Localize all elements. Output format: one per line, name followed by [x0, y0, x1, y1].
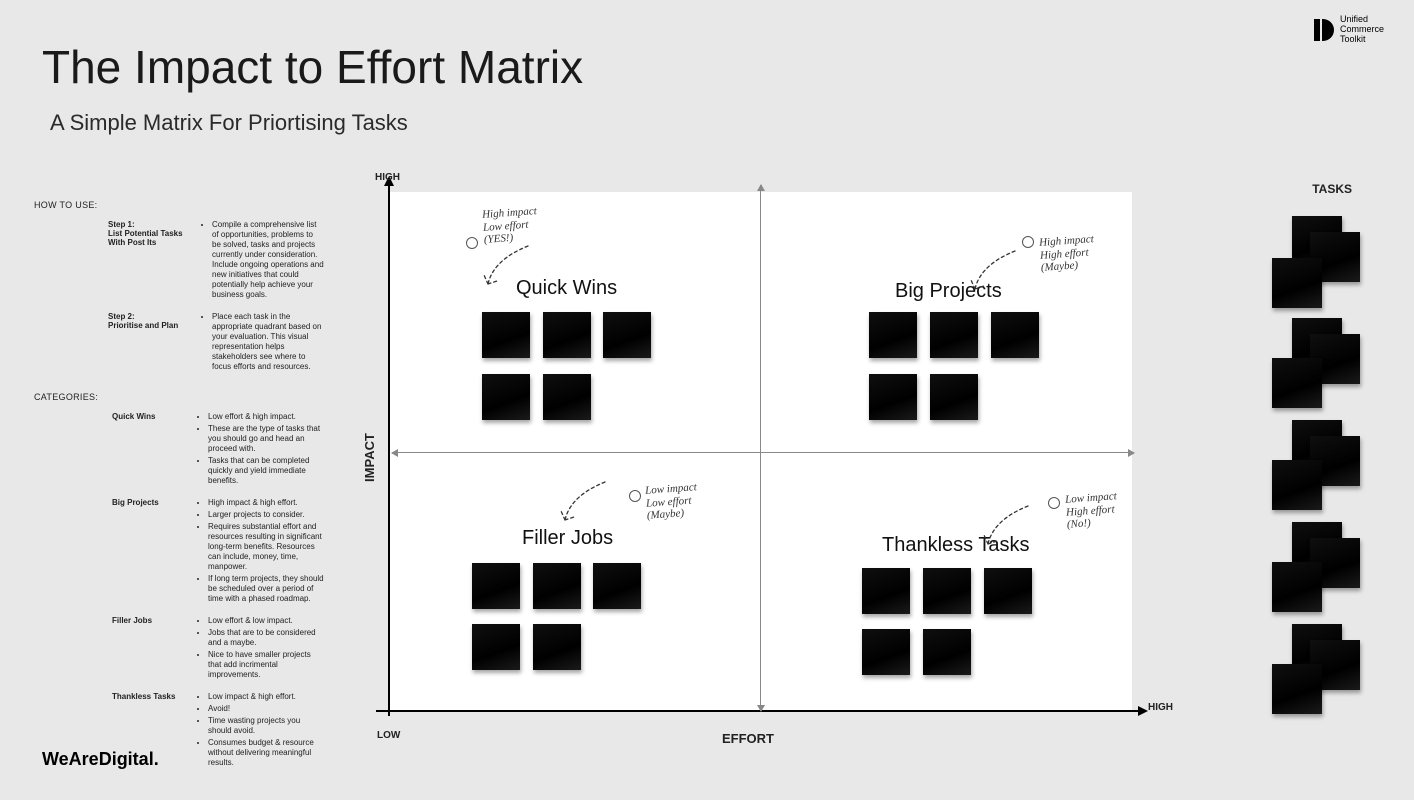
step-bullet: Compile a comprehensive list of opportun…: [212, 220, 324, 300]
y-axis-title: IMPACT: [362, 433, 377, 482]
page-title: The Impact to Effort Matrix: [42, 40, 583, 94]
category-label: Big Projects: [34, 498, 184, 606]
category-bullet: Tasks that can be completed quickly and …: [208, 456, 324, 486]
category-row: Quick Wins Low effort & high impact. These…: [34, 412, 324, 488]
postit-note[interactable]: [862, 629, 910, 675]
quadrant-title-q4: Thankless Tasks: [882, 534, 1029, 557]
quadrant-annotation-q2: High impactHigh effort(Maybe): [1039, 233, 1096, 275]
postit-note[interactable]: [472, 563, 520, 609]
postit-note[interactable]: [593, 563, 641, 609]
uct-logo-icon: [1314, 19, 1334, 41]
task-postit[interactable]: [1272, 460, 1322, 510]
category-bullets: Low effort & high impact. These are the t…: [196, 412, 324, 488]
brand-wearedigital: WeAreDigital.: [42, 749, 159, 770]
postit-note[interactable]: [862, 568, 910, 614]
category-bullet: Low effort & high impact.: [208, 412, 324, 422]
howto-heading: HOW TO USE:: [34, 200, 324, 210]
y-axis: [388, 178, 390, 716]
postit-note[interactable]: [930, 374, 978, 420]
postit-note[interactable]: [472, 624, 520, 670]
postit-note[interactable]: [923, 568, 971, 614]
y-axis-high-label: HIGH: [375, 172, 400, 183]
step-bullet: Place each task in the appropriate quadr…: [212, 312, 324, 372]
postit-note[interactable]: [869, 374, 917, 420]
x-axis-high-label: HIGH: [1148, 702, 1173, 713]
postit-note[interactable]: [533, 563, 581, 609]
category-bullet: These are the type of tasks that you sho…: [208, 424, 324, 454]
postit-note[interactable]: [923, 629, 971, 675]
category-bullet: Larger projects to consider.: [208, 510, 324, 520]
postit-note[interactable]: [869, 312, 917, 358]
vertical-divider: [760, 185, 761, 711]
quadrant-title-q1: Quick Wins: [516, 277, 617, 300]
step-bullets: Place each task in the appropriate quadr…: [200, 312, 324, 374]
quadrant-annotation-q4: Low impactHigh effort(No!): [1065, 490, 1119, 531]
category-bullet: High impact & high effort.: [208, 498, 324, 508]
category-bullet: Consumes budget & resource without deliv…: [208, 738, 324, 768]
category-row: Big Projects High impact & high effort. La…: [34, 498, 324, 606]
category-bullet: Requires substantial effort and resource…: [208, 522, 324, 572]
task-postit[interactable]: [1272, 358, 1322, 408]
quadrant-annotation-q3: Low impactLow effort(Maybe): [645, 481, 699, 522]
postit-note[interactable]: [930, 312, 978, 358]
category-bullet: Low effort & low impact.: [208, 616, 324, 626]
category-row: Filler Jobs Low effort & low impact. Jobs …: [34, 616, 324, 682]
step-label: Step 2:Prioritise and Plan: [34, 312, 188, 374]
categories-heading: CATEGORIES:: [34, 392, 324, 402]
tasks-heading: TASKS: [1312, 182, 1352, 196]
quadrant-title-q3: Filler Jobs: [522, 527, 613, 550]
postit-note[interactable]: [991, 312, 1039, 358]
brand-line3: Toolkit: [1340, 35, 1384, 45]
category-bullet: Avoid!: [208, 704, 324, 714]
task-postit[interactable]: [1272, 258, 1322, 308]
step-bullets: Compile a comprehensive list of opportun…: [200, 220, 324, 302]
category-bullets: High impact & high effort. Larger project…: [196, 498, 324, 606]
category-label: Filler Jobs: [34, 616, 184, 682]
postit-note[interactable]: [533, 624, 581, 670]
task-postit[interactable]: [1272, 664, 1322, 714]
postit-note[interactable]: [603, 312, 651, 358]
face-icon: [1022, 236, 1034, 248]
y-axis-low-label: LOW: [377, 730, 400, 741]
face-icon: [629, 490, 641, 502]
step-row: Step 1:List Potential Tasks With Post It…: [34, 220, 324, 302]
instructions-panel: HOW TO USE: Step 1:List Potential Tasks …: [34, 200, 324, 780]
horizontal-divider: [392, 452, 1134, 453]
face-icon: [1048, 497, 1060, 509]
category-label: Quick Wins: [34, 412, 184, 488]
category-bullet: Jobs that are to be considered and a may…: [208, 628, 324, 648]
brand-unified-commerce-toolkit: Unified Commerce Toolkit: [1314, 15, 1384, 45]
face-icon: [466, 237, 478, 249]
task-postit[interactable]: [1272, 562, 1322, 612]
postit-note[interactable]: [482, 374, 530, 420]
category-bullet: If long term projects, they should be sc…: [208, 574, 324, 604]
category-bullets: Low impact & high effort. Avoid! Time wast…: [196, 692, 324, 770]
category-bullets: Low effort & low impact. Jobs that are to…: [196, 616, 324, 682]
postit-note[interactable]: [482, 312, 530, 358]
step-row: Step 2:Prioritise and Plan Place each tas…: [34, 312, 324, 374]
category-bullet: Low impact & high effort.: [208, 692, 324, 702]
page-subtitle: A Simple Matrix For Priortising Tasks: [50, 110, 408, 136]
step-label: Step 1:List Potential Tasks With Post It…: [34, 220, 188, 302]
x-axis-title: EFFORT: [722, 731, 774, 746]
category-bullet: Time wasting projects you should avoid.: [208, 716, 324, 736]
quadrant-annotation-q1: High impactLow effort(YES!): [482, 205, 539, 247]
postit-note[interactable]: [543, 312, 591, 358]
category-bullet: Nice to have smaller projects that add i…: [208, 650, 324, 680]
quadrant-title-q2: Big Projects: [895, 280, 1002, 303]
postit-note[interactable]: [984, 568, 1032, 614]
postit-note[interactable]: [543, 374, 591, 420]
